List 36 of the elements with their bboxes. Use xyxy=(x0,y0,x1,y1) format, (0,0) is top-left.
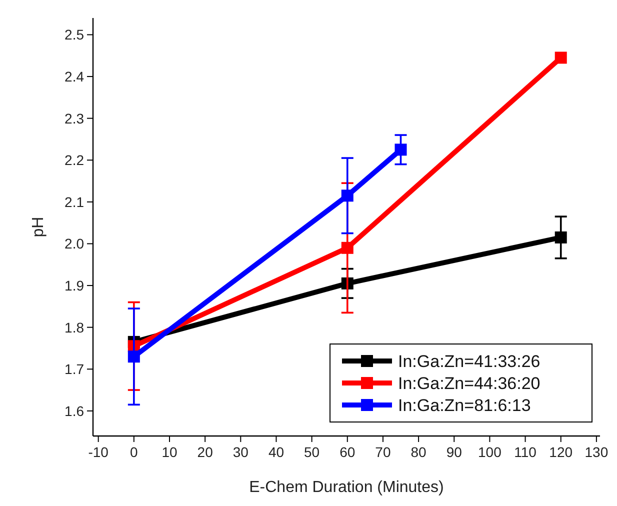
y-axis-title: pH xyxy=(30,216,47,238)
point xyxy=(128,350,140,363)
point xyxy=(554,231,567,244)
x-tick-label: 90 xyxy=(446,444,462,460)
x-tick-label: 0 xyxy=(130,444,138,460)
x-tick-label: 110 xyxy=(514,444,537,460)
y-tick-label: 1.9 xyxy=(64,278,84,294)
x-tick-label: 60 xyxy=(340,444,356,460)
point xyxy=(341,190,354,202)
x-tick-label: 50 xyxy=(304,444,320,460)
x-tick-label: -10 xyxy=(88,444,109,460)
x-tick-label: 20 xyxy=(197,444,214,460)
x-tick-label: 100 xyxy=(478,444,502,460)
y-tick-label: 1.6 xyxy=(64,402,84,419)
x-tick-label: 40 xyxy=(268,444,284,460)
y-tick-label: 1.7 xyxy=(64,361,84,378)
point xyxy=(394,144,407,156)
y-tick-label: 2.5 xyxy=(64,26,84,43)
legend-label: In:Ga:Zn=44:36:20 xyxy=(398,374,540,393)
point xyxy=(341,242,354,254)
x-tick-label: 120 xyxy=(549,444,573,460)
legend-label: In:Ga:Zn=81:6:13 xyxy=(398,396,531,415)
x-tick-label: 30 xyxy=(232,444,249,460)
y-tick-label: 1.8 xyxy=(64,319,84,336)
x-tick-label: 130 xyxy=(584,444,608,460)
y-tick-label: 2.2 xyxy=(64,152,84,168)
legend-label: In:Ga:Zn=41:33:26 xyxy=(398,352,540,371)
point xyxy=(554,52,567,64)
x-axis-title: E-Chem Duration (Minutes) xyxy=(249,479,444,496)
y-tick-label: 2.1 xyxy=(64,194,84,210)
x-tick-label: 70 xyxy=(375,444,391,460)
y-tick-label: 2.3 xyxy=(64,110,84,126)
y-tick-label: 2.4 xyxy=(64,68,84,85)
x-tick-label: 10 xyxy=(162,444,178,460)
y-tick-label: 2.0 xyxy=(64,236,84,252)
x-tick-label: 80 xyxy=(410,444,427,460)
